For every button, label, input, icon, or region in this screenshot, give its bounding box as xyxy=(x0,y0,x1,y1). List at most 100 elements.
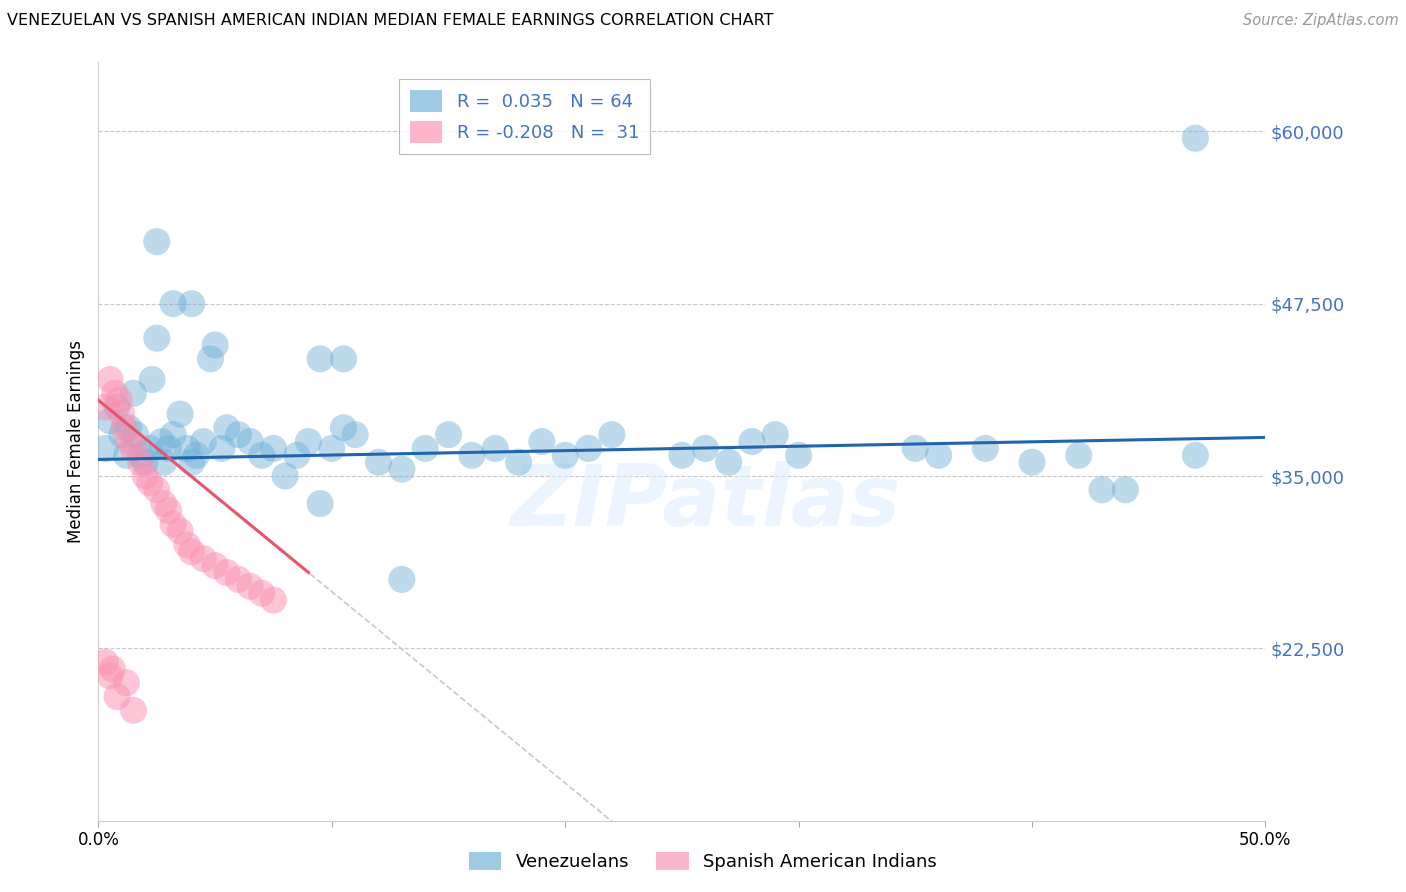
Point xyxy=(309,497,332,511)
Point xyxy=(285,448,308,462)
Point xyxy=(180,545,202,559)
Point xyxy=(108,393,131,408)
Point xyxy=(600,427,623,442)
Legend: Venezuelans, Spanish American Indians: Venezuelans, Spanish American Indians xyxy=(461,845,945,879)
Point xyxy=(186,448,208,462)
Point xyxy=(211,442,233,456)
Point xyxy=(391,573,413,587)
Point xyxy=(239,434,262,449)
Point xyxy=(150,434,173,449)
Point xyxy=(125,427,148,442)
Point xyxy=(193,551,215,566)
Point xyxy=(152,455,174,469)
Point xyxy=(228,427,250,442)
Point xyxy=(530,434,553,449)
Point xyxy=(1091,483,1114,497)
Point xyxy=(176,538,198,552)
Point xyxy=(98,669,121,683)
Point xyxy=(928,448,950,462)
Point xyxy=(180,455,202,469)
Point xyxy=(344,427,367,442)
Point xyxy=(204,338,226,352)
Point xyxy=(1114,483,1136,497)
Point xyxy=(413,442,436,456)
Point xyxy=(139,475,162,490)
Point xyxy=(122,703,145,717)
Point xyxy=(169,524,191,538)
Point xyxy=(98,414,121,428)
Point xyxy=(262,593,284,607)
Point xyxy=(671,448,693,462)
Point xyxy=(274,469,297,483)
Point xyxy=(578,442,600,456)
Point xyxy=(250,448,273,462)
Point xyxy=(1021,455,1043,469)
Point xyxy=(115,675,138,690)
Point xyxy=(104,386,127,401)
Point xyxy=(508,455,530,469)
Legend: R =  0.035   N = 64, R = -0.208   N =  31: R = 0.035 N = 64, R = -0.208 N = 31 xyxy=(399,79,650,153)
Point xyxy=(111,427,134,442)
Point xyxy=(141,372,163,386)
Point xyxy=(741,434,763,449)
Point xyxy=(122,386,145,401)
Point xyxy=(157,442,180,456)
Y-axis label: Median Female Earnings: Median Female Earnings xyxy=(66,340,84,543)
Point xyxy=(200,351,222,366)
Point xyxy=(98,372,121,386)
Point xyxy=(1184,448,1206,462)
Point xyxy=(204,558,226,573)
Point xyxy=(129,448,152,462)
Point xyxy=(94,442,117,456)
Point xyxy=(297,434,319,449)
Point xyxy=(115,448,138,462)
Point xyxy=(484,442,506,456)
Point xyxy=(1067,448,1090,462)
Point xyxy=(309,351,332,366)
Point xyxy=(763,427,786,442)
Point xyxy=(1184,131,1206,145)
Text: Source: ZipAtlas.com: Source: ZipAtlas.com xyxy=(1243,13,1399,29)
Point xyxy=(139,442,162,456)
Point xyxy=(118,434,141,449)
Point xyxy=(134,455,156,469)
Point xyxy=(162,296,184,310)
Point xyxy=(105,400,128,414)
Point xyxy=(112,421,135,435)
Point xyxy=(146,483,169,497)
Point xyxy=(215,421,238,435)
Point xyxy=(176,442,198,456)
Point xyxy=(169,407,191,421)
Point xyxy=(129,455,152,469)
Point xyxy=(437,427,460,442)
Point xyxy=(904,442,927,456)
Point xyxy=(717,455,740,469)
Point xyxy=(101,662,124,676)
Point xyxy=(321,442,343,456)
Point xyxy=(554,448,576,462)
Point xyxy=(122,442,145,456)
Point xyxy=(367,455,389,469)
Point xyxy=(215,566,238,580)
Point xyxy=(193,434,215,449)
Point xyxy=(146,331,169,345)
Point xyxy=(105,690,128,704)
Point xyxy=(974,442,997,456)
Point xyxy=(332,351,354,366)
Point xyxy=(787,448,810,462)
Point xyxy=(146,235,169,249)
Point xyxy=(180,296,202,310)
Point xyxy=(250,586,273,600)
Point xyxy=(239,579,262,593)
Point xyxy=(152,497,174,511)
Point xyxy=(262,442,284,456)
Point xyxy=(162,517,184,532)
Point xyxy=(118,421,141,435)
Point xyxy=(94,655,117,669)
Point xyxy=(94,400,117,414)
Point xyxy=(461,448,484,462)
Point xyxy=(111,407,134,421)
Point xyxy=(162,427,184,442)
Point xyxy=(134,469,156,483)
Point xyxy=(228,573,250,587)
